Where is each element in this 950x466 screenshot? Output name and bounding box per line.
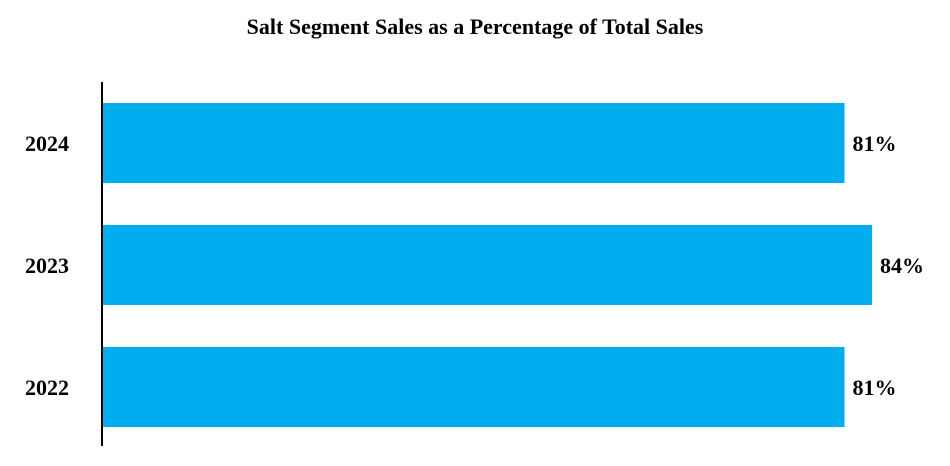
- value-label-2024: 81%: [853, 131, 897, 156]
- value-label-2022: 81%: [853, 375, 897, 400]
- labels-layer: 2024 81% 2023 84% 2022 81%: [25, 131, 924, 400]
- category-label-2024: 2024: [25, 131, 69, 156]
- category-label-2022: 2022: [25, 375, 69, 400]
- bar-2022: [102, 347, 845, 427]
- bars-layer: [102, 103, 872, 427]
- bar-2023: [102, 225, 872, 305]
- chart-title: Salt Segment Sales as a Percentage of To…: [246, 14, 704, 39]
- category-label-2023: 2023: [25, 253, 69, 278]
- value-label-2023: 84%: [880, 253, 924, 278]
- bar-2024: [102, 103, 845, 183]
